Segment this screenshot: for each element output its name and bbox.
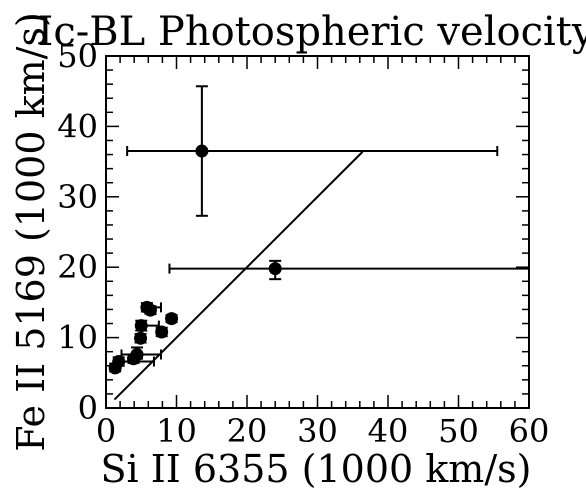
plot-area: 0 10 20 30 40 50 60 0 10 20 30 40 50 bbox=[57, 37, 549, 450]
x-tick-label: 30 bbox=[297, 412, 338, 450]
x-tick-label: 40 bbox=[368, 412, 409, 450]
data-point bbox=[127, 352, 140, 365]
y-tick-label: 50 bbox=[57, 37, 98, 75]
y-tick-label: 30 bbox=[57, 178, 98, 216]
x-tick-label: 50 bbox=[438, 412, 479, 450]
y-axis-label: Fe II 5169 (1000 km/s) bbox=[9, 12, 53, 452]
data-point bbox=[269, 262, 282, 275]
data-point bbox=[155, 325, 168, 338]
data-point bbox=[144, 304, 157, 317]
data-point bbox=[165, 312, 178, 325]
y-tick-label: 0 bbox=[78, 389, 98, 427]
y-tick-label: 40 bbox=[57, 107, 98, 145]
x-axis-label: Si II 6355 (1000 km/s) bbox=[101, 447, 532, 491]
data-point bbox=[134, 332, 147, 345]
y-tick-label: 20 bbox=[57, 248, 98, 286]
x-tick-label: 0 bbox=[96, 412, 116, 450]
data-point bbox=[195, 145, 208, 158]
x-tick-label: 10 bbox=[156, 412, 197, 450]
data-point bbox=[135, 319, 148, 332]
plot-frame bbox=[106, 56, 529, 408]
chart-title: Ic-BL Photospheric velocity bbox=[38, 9, 586, 55]
x-tick-label: 20 bbox=[227, 412, 268, 450]
y-tick-label: 10 bbox=[57, 319, 98, 357]
x-tick-label: 60 bbox=[509, 412, 550, 450]
data-point bbox=[109, 361, 122, 374]
